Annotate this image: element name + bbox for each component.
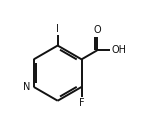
Text: F: F (79, 98, 84, 108)
Text: O: O (93, 26, 101, 35)
Text: I: I (56, 24, 59, 34)
Text: OH: OH (111, 45, 126, 55)
Text: N: N (23, 82, 31, 92)
